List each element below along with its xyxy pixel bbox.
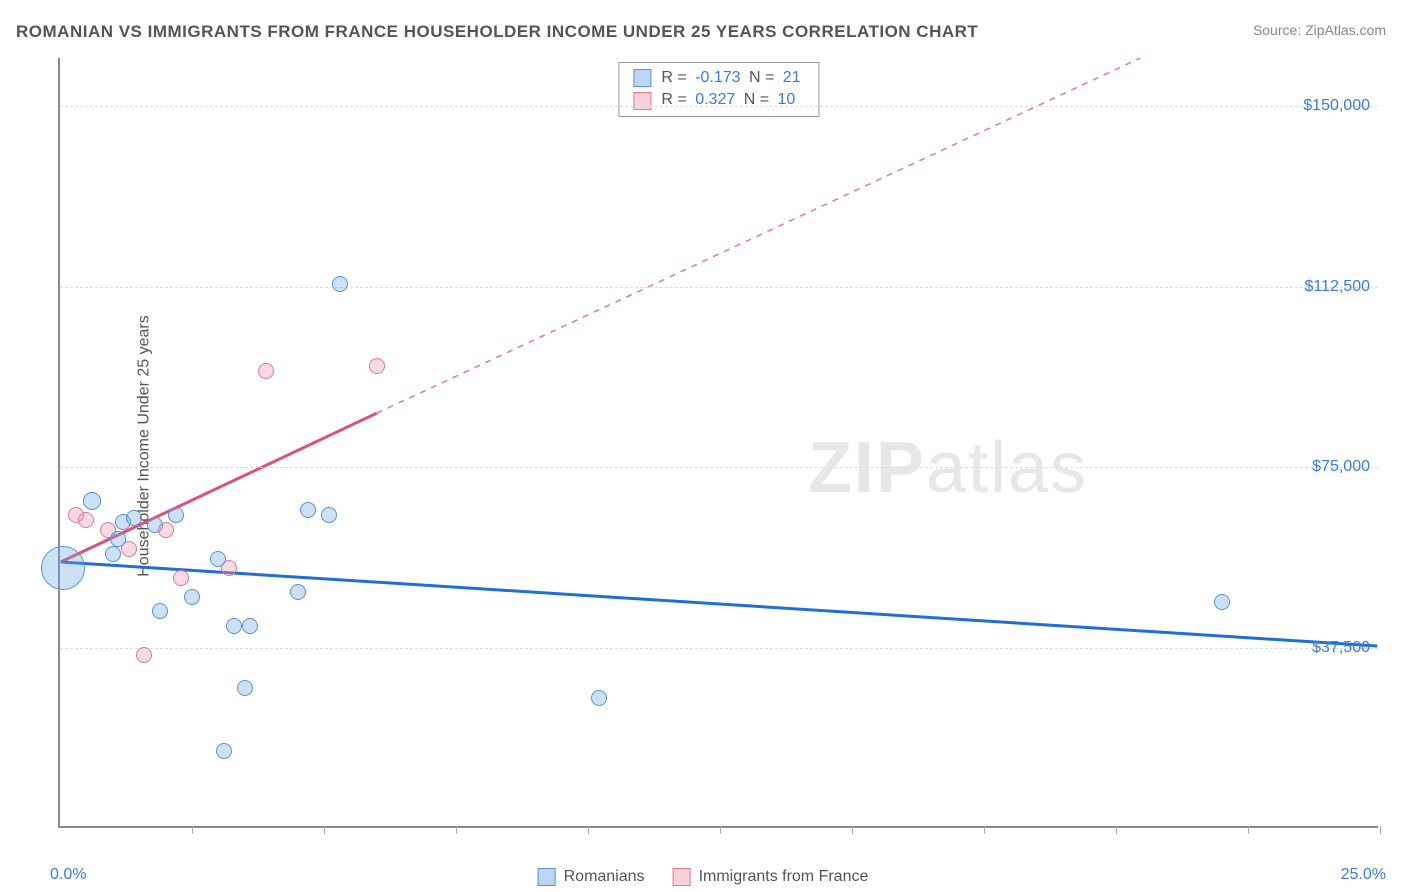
scatter-point-blue: [226, 618, 242, 634]
r-label: R =: [661, 69, 691, 86]
scatter-point-blue: [184, 589, 200, 605]
r-value-blue: -0.173: [695, 69, 740, 86]
scatter-point-blue: [126, 510, 142, 526]
x-tick: [588, 826, 589, 834]
x-tick: [1248, 826, 1249, 834]
scatter-point-blue: [332, 276, 348, 292]
n-value-blue: 21: [783, 69, 801, 86]
x-tick: [852, 826, 853, 834]
source-link[interactable]: ZipAtlas.com: [1305, 22, 1386, 38]
stats-row-blue: R = -0.173 N = 21: [633, 67, 804, 89]
x-tick: [1116, 826, 1117, 834]
x-tick: [324, 826, 325, 834]
scatter-point-pink: [78, 512, 94, 528]
scatter-point-blue: [591, 690, 607, 706]
trend-line: [61, 562, 1378, 646]
gridline: [60, 106, 1378, 107]
scatter-point-blue: [321, 507, 337, 523]
trend-line: [61, 413, 377, 562]
scatter-point-blue: [1214, 594, 1230, 610]
source-prefix: Source:: [1253, 22, 1305, 38]
plot-area: R = -0.173 N = 21 R = 0.327 N = 10 ZIPat…: [58, 58, 1378, 828]
source-attribution: Source: ZipAtlas.com: [1253, 22, 1386, 38]
swatch-blue-icon: [538, 868, 556, 886]
scatter-point-blue: [168, 507, 184, 523]
x-tick: [456, 826, 457, 834]
scatter-point-blue: [41, 546, 85, 590]
scatter-point-blue: [237, 680, 253, 696]
y-tick-label: $37,500: [1312, 639, 1370, 657]
n-label: N =: [745, 69, 779, 86]
legend-item-pink: Immigrants from France: [673, 868, 869, 886]
chart-title: ROMANIAN VS IMMIGRANTS FROM FRANCE HOUSE…: [16, 22, 978, 42]
swatch-blue-icon: [633, 69, 651, 87]
x-axis-max-label: 25.0%: [1341, 866, 1386, 884]
scatter-point-blue: [110, 531, 126, 547]
scatter-point-pink: [173, 570, 189, 586]
y-tick-label: $75,000: [1312, 458, 1370, 476]
stats-row-pink: R = 0.327 N = 10: [633, 89, 804, 111]
scatter-point-pink: [258, 363, 274, 379]
scatter-point-blue: [210, 551, 226, 567]
x-tick: [720, 826, 721, 834]
y-tick-label: $150,000: [1303, 97, 1370, 115]
scatter-point-blue: [83, 492, 101, 510]
x-tick: [984, 826, 985, 834]
scatter-point-blue: [242, 618, 258, 634]
x-axis-min-label: 0.0%: [50, 866, 86, 884]
trend-lines-layer: [60, 58, 1378, 826]
legend-item-blue: Romanians: [538, 868, 645, 886]
gridline: [60, 287, 1378, 288]
legend: Romanians Immigrants from France: [538, 868, 869, 886]
legend-label-pink: Immigrants from France: [699, 868, 869, 886]
gridline: [60, 467, 1378, 468]
scatter-point-blue: [300, 502, 316, 518]
scatter-point-blue: [105, 546, 121, 562]
scatter-point-blue: [216, 743, 232, 759]
correlation-stats-box: R = -0.173 N = 21 R = 0.327 N = 10: [618, 62, 819, 117]
scatter-point-blue: [290, 584, 306, 600]
scatter-point-blue: [147, 517, 163, 533]
x-tick: [1380, 826, 1381, 834]
scatter-point-blue: [152, 603, 168, 619]
scatter-point-pink: [369, 358, 385, 374]
scatter-point-pink: [136, 647, 152, 663]
swatch-pink-icon: [673, 868, 691, 886]
x-tick: [192, 826, 193, 834]
legend-label-blue: Romanians: [564, 868, 645, 886]
gridline: [60, 648, 1378, 649]
y-tick-label: $112,500: [1304, 278, 1370, 296]
